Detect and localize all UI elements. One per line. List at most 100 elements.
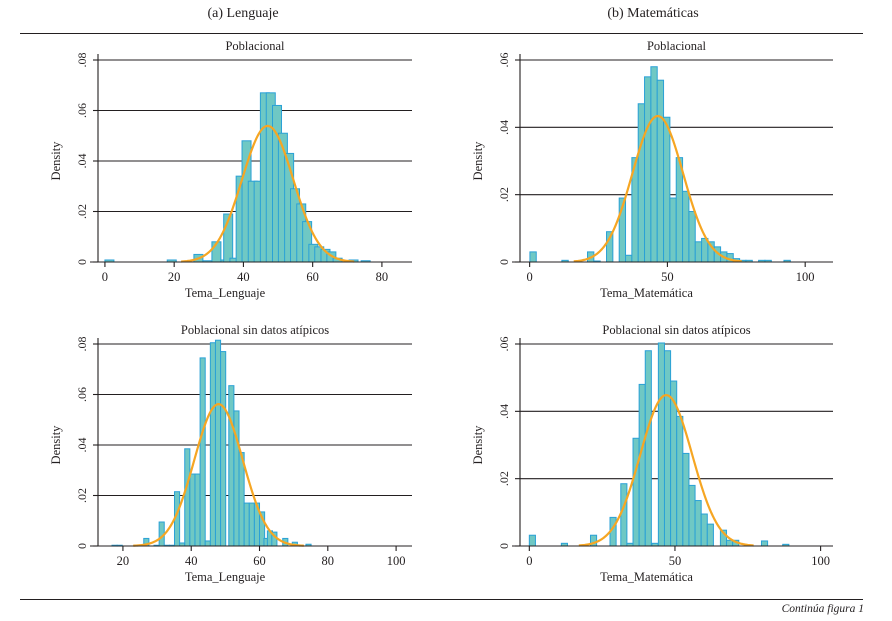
histogram-bar (214, 339, 222, 547)
histogram-bar (650, 66, 658, 263)
histogram-bar (637, 103, 646, 263)
histogram-bar (529, 251, 537, 263)
x-tick-label: 100 (811, 554, 830, 568)
y-tick-label: .04 (497, 120, 511, 135)
histogram-bar (669, 197, 677, 263)
histogram-bar (644, 350, 652, 547)
y-tick-label: .04 (497, 404, 511, 419)
histogram-bar (694, 500, 702, 547)
histogram-bar (760, 540, 769, 547)
histogram-bar (682, 190, 690, 263)
chart-title: Poblacional (225, 39, 285, 53)
x-tick-label: 40 (237, 270, 250, 284)
histogram-bar (701, 237, 709, 263)
y-axis-label: Density (49, 425, 63, 465)
histogram-bar (625, 254, 633, 263)
normal-density-curve (133, 403, 304, 547)
chart-title: Poblacional sin datos atípicos (602, 323, 750, 337)
histogram-bar (248, 502, 255, 547)
histogram-bar (656, 79, 665, 263)
histogram-bar (676, 415, 684, 547)
histogram-bar (700, 513, 708, 547)
y-tick-label: 0 (497, 259, 511, 265)
histogram-bar (204, 540, 211, 547)
x-tick-label: 100 (387, 554, 406, 568)
x-axis-label: Tema_Lenguaje (185, 570, 266, 584)
chart-matematica-sin-atipicos: Poblacional sin datos atípicos 0 .02 .04 .06… (471, 323, 833, 584)
chart-matematica-poblacional: Poblacional 0 .02 .04 .06 0 50 100 Tema_Matemáti… (471, 39, 833, 300)
histogram-bar (238, 452, 245, 547)
x-tick-label: 40 (185, 554, 198, 568)
y-tick-label: .06 (497, 53, 511, 68)
x-tick-label: 60 (306, 270, 319, 284)
chart-title: Poblacional (647, 39, 707, 53)
x-tick-label: 100 (796, 270, 815, 284)
normal-density-curve (181, 124, 355, 263)
x-tick-label: 0 (102, 270, 108, 284)
normal-density-curve (573, 114, 742, 263)
x-tick-label: 80 (376, 270, 389, 284)
histogram-bar (682, 452, 690, 547)
histogram-bar (220, 351, 227, 547)
y-tick-label: .02 (497, 187, 511, 202)
histogram-bar (726, 539, 734, 547)
y-tick-label: 0 (497, 543, 511, 549)
histogram-bar (632, 437, 640, 547)
x-tick-label: 80 (322, 554, 335, 568)
chart-title: Poblacional sin datos atípicos (181, 323, 329, 337)
y-tick-label: 0 (75, 259, 89, 265)
y-tick-label: .02 (75, 488, 89, 503)
x-tick-label: 20 (117, 554, 130, 568)
normal-density-curve (578, 393, 754, 547)
histogram-bar (184, 448, 191, 547)
column-title-matematicas: (b) Matemáticas (607, 6, 699, 21)
y-tick-label: .02 (497, 471, 511, 486)
histogram-bar (644, 76, 652, 263)
footer-note: Continúa figura 1 (781, 603, 864, 615)
x-tick-label: 50 (661, 270, 674, 284)
histogram-bar (228, 385, 235, 547)
histogram-bar (688, 484, 696, 547)
histogram-bar (694, 241, 703, 263)
histogram-bar (620, 483, 628, 547)
histogram-bar (189, 473, 196, 547)
y-tick-label: .04 (75, 154, 89, 169)
chart-lenguaje-poblacional: Poblacional 0 .02 .04 .06 .08 0 20 40 60 80 Tema_Le… (49, 39, 412, 300)
x-axis-label: Tema_Lenguaje (185, 286, 266, 300)
x-axis-label: Tema_Matemática (600, 570, 693, 584)
y-tick-label: .08 (75, 337, 89, 352)
y-tick-label: .06 (497, 337, 511, 352)
histogram-bar (243, 502, 250, 547)
y-axis-label: Density (49, 141, 63, 181)
y-axis-label: Density (471, 425, 485, 465)
histogram-bar (675, 157, 684, 263)
x-tick-label: 0 (527, 270, 533, 284)
y-tick-label: 0 (75, 543, 89, 549)
y-tick-label: .06 (75, 103, 89, 118)
histogram-bar (657, 342, 665, 547)
histogram-bar (194, 473, 201, 547)
y-tick-label: .06 (75, 387, 89, 402)
y-axis-label: Density (471, 141, 485, 181)
x-tick-label: 60 (253, 554, 266, 568)
y-tick-label: .02 (75, 204, 89, 219)
histogram-bar (706, 523, 714, 547)
x-tick-label: 20 (168, 270, 181, 284)
histogram-bar (199, 357, 206, 547)
histogram-bar (663, 116, 671, 263)
histogram-bar (688, 211, 696, 263)
histogram-bar (528, 534, 536, 547)
y-tick-label: .08 (75, 53, 89, 68)
x-tick-label: 0 (526, 554, 532, 568)
histogram-bar (663, 350, 672, 547)
y-tick-label: .04 (75, 438, 89, 453)
chart-lenguaje-sin-atipicos: Poblacional sin datos atípicos 0 .02 .04 .06… (49, 323, 412, 584)
x-axis-label: Tema_Matemática (600, 286, 693, 300)
histogram-bar (209, 342, 216, 547)
bottom-rule (20, 599, 863, 600)
column-title-lenguaje: (a) Lenguaje (207, 6, 279, 21)
x-tick-label: 50 (669, 554, 682, 568)
histogram-bar (638, 383, 646, 547)
top-rule (20, 33, 863, 34)
